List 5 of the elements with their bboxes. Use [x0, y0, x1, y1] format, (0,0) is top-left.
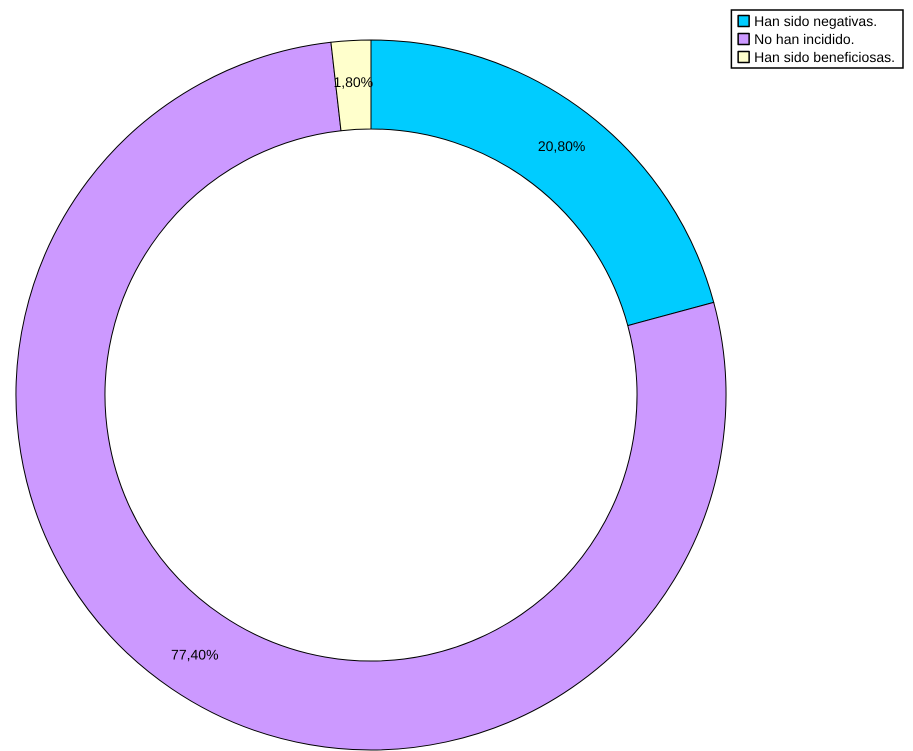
legend-label: Han sido beneficiosas. — [754, 49, 896, 65]
data-label: 20,80% — [538, 138, 586, 154]
legend-label: Han sido negativas. — [754, 13, 878, 29]
data-label: 77,40% — [171, 646, 219, 662]
legend-label: No han incidido. — [754, 31, 855, 47]
